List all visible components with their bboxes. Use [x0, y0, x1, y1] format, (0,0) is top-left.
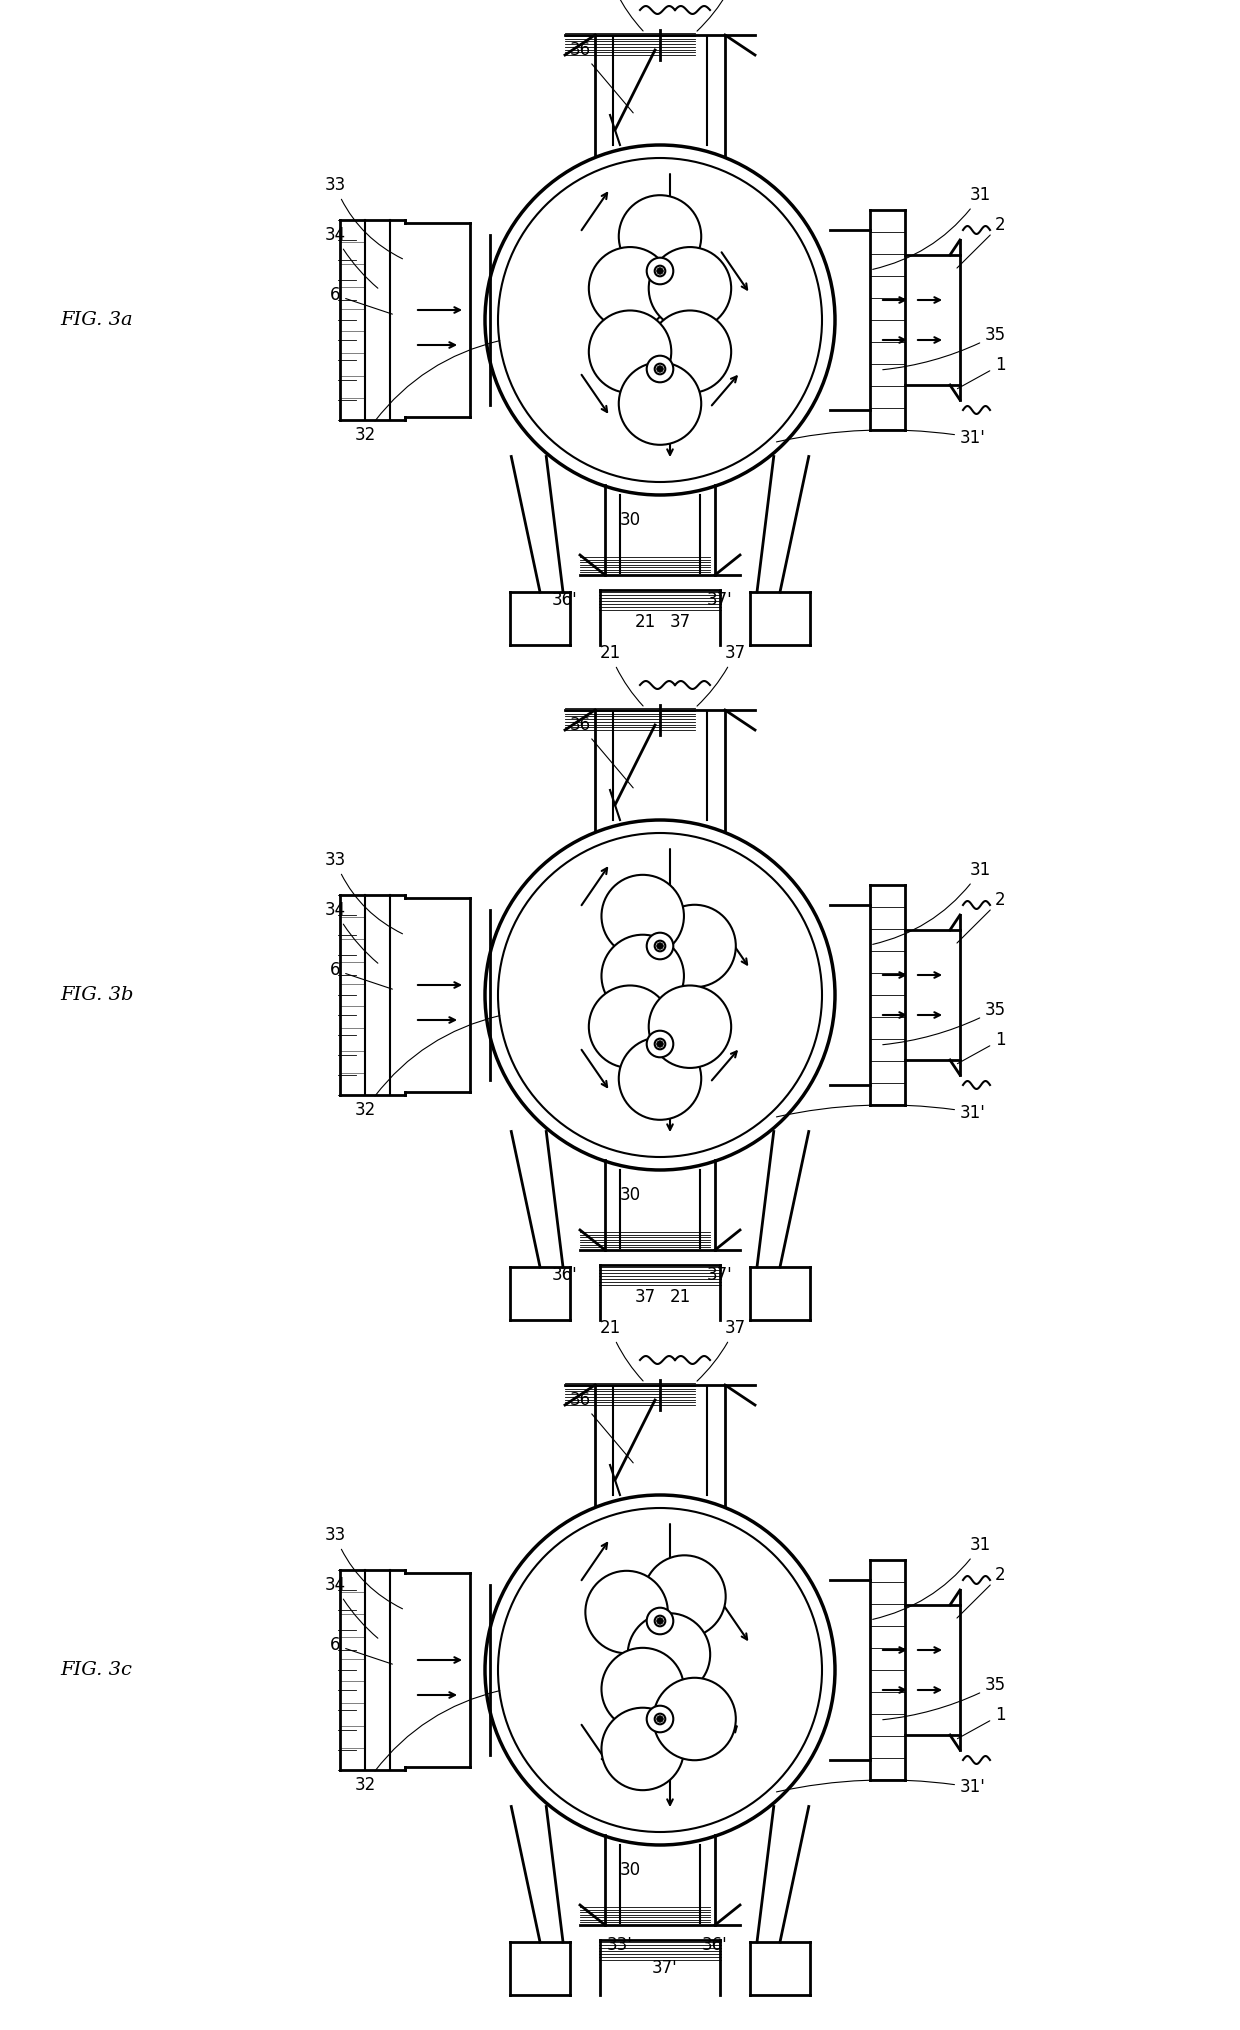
Text: 36: 36	[569, 41, 634, 114]
Text: 2: 2	[957, 1565, 1006, 1618]
Text: 36': 36'	[702, 1937, 728, 1955]
Text: 32: 32	[355, 1691, 500, 1795]
Text: FIG. 3a: FIG. 3a	[60, 311, 133, 329]
Text: 37: 37	[697, 1320, 745, 1380]
Text: 31: 31	[873, 861, 991, 944]
Circle shape	[657, 942, 663, 950]
Text: 1: 1	[957, 355, 1006, 388]
Text: 37: 37	[697, 644, 745, 706]
Circle shape	[619, 195, 702, 278]
Circle shape	[649, 248, 732, 329]
Text: 34: 34	[325, 225, 378, 288]
Text: 37: 37	[635, 1287, 656, 1305]
Text: 37: 37	[697, 0, 745, 30]
Text: 34: 34	[325, 1575, 378, 1638]
Text: 35: 35	[883, 1677, 1006, 1719]
Circle shape	[647, 1705, 673, 1732]
Text: 21: 21	[635, 613, 656, 631]
Circle shape	[655, 1713, 666, 1723]
Circle shape	[601, 934, 684, 1017]
Text: 36: 36	[569, 717, 634, 788]
Text: 31': 31'	[776, 1778, 986, 1797]
Text: 6: 6	[330, 1636, 392, 1665]
Text: 35: 35	[883, 327, 1006, 369]
Circle shape	[601, 875, 684, 958]
Text: 6: 6	[330, 286, 392, 315]
Circle shape	[619, 361, 702, 445]
Circle shape	[655, 363, 666, 374]
Text: 2: 2	[957, 215, 1006, 268]
Circle shape	[649, 985, 732, 1068]
Circle shape	[649, 311, 732, 394]
Circle shape	[653, 1677, 735, 1760]
Text: 33: 33	[325, 851, 403, 934]
Circle shape	[619, 1037, 702, 1121]
Circle shape	[657, 1041, 663, 1047]
Text: 30: 30	[620, 1186, 641, 1204]
Circle shape	[655, 266, 666, 276]
Circle shape	[657, 1618, 663, 1624]
Text: 2: 2	[957, 891, 1006, 944]
Circle shape	[647, 932, 673, 960]
Circle shape	[657, 1715, 663, 1721]
Circle shape	[647, 1608, 673, 1634]
Circle shape	[485, 820, 835, 1169]
Circle shape	[589, 248, 671, 329]
Text: 21: 21	[599, 1320, 644, 1380]
Text: 34: 34	[325, 901, 378, 962]
Text: FIG. 3b: FIG. 3b	[60, 987, 134, 1005]
Text: 1: 1	[957, 1031, 1006, 1064]
Circle shape	[644, 1555, 725, 1638]
Text: 31': 31'	[776, 428, 986, 447]
Circle shape	[657, 365, 663, 371]
Text: FIG. 3c: FIG. 3c	[60, 1661, 131, 1679]
Text: 1: 1	[957, 1705, 1006, 1738]
Circle shape	[655, 940, 666, 952]
Text: 37': 37'	[707, 591, 733, 609]
Circle shape	[601, 1648, 684, 1730]
Text: 31': 31'	[776, 1104, 986, 1121]
Text: 21: 21	[599, 644, 644, 706]
Circle shape	[647, 1031, 673, 1058]
Circle shape	[657, 268, 663, 274]
Circle shape	[485, 144, 835, 495]
Circle shape	[627, 1614, 711, 1695]
Text: 31: 31	[873, 187, 991, 270]
Text: 30: 30	[620, 512, 641, 530]
Text: 32: 32	[355, 341, 500, 445]
Text: 33': 33'	[608, 1937, 632, 1955]
Text: 30: 30	[620, 1862, 641, 1880]
Text: 6: 6	[330, 960, 392, 989]
Circle shape	[647, 355, 673, 382]
Text: 37': 37'	[652, 1959, 678, 1977]
Circle shape	[585, 1571, 668, 1652]
Circle shape	[589, 985, 671, 1068]
Circle shape	[655, 1039, 666, 1050]
Text: 21: 21	[599, 0, 644, 30]
Text: 32: 32	[355, 1015, 500, 1119]
Text: 36': 36'	[552, 591, 578, 609]
Circle shape	[589, 311, 671, 394]
Text: 21: 21	[670, 1287, 691, 1305]
Text: 37: 37	[670, 613, 691, 631]
Circle shape	[655, 1616, 666, 1626]
Text: 36': 36'	[552, 1267, 578, 1285]
Text: 31: 31	[873, 1537, 991, 1620]
Text: 35: 35	[883, 1001, 1006, 1045]
Circle shape	[653, 905, 735, 987]
Text: 36: 36	[569, 1391, 634, 1464]
Circle shape	[601, 1707, 684, 1790]
Text: 37': 37'	[707, 1267, 733, 1285]
Circle shape	[485, 1494, 835, 1845]
Circle shape	[647, 258, 673, 284]
Text: 33: 33	[325, 1527, 403, 1610]
Text: 33: 33	[325, 177, 403, 258]
